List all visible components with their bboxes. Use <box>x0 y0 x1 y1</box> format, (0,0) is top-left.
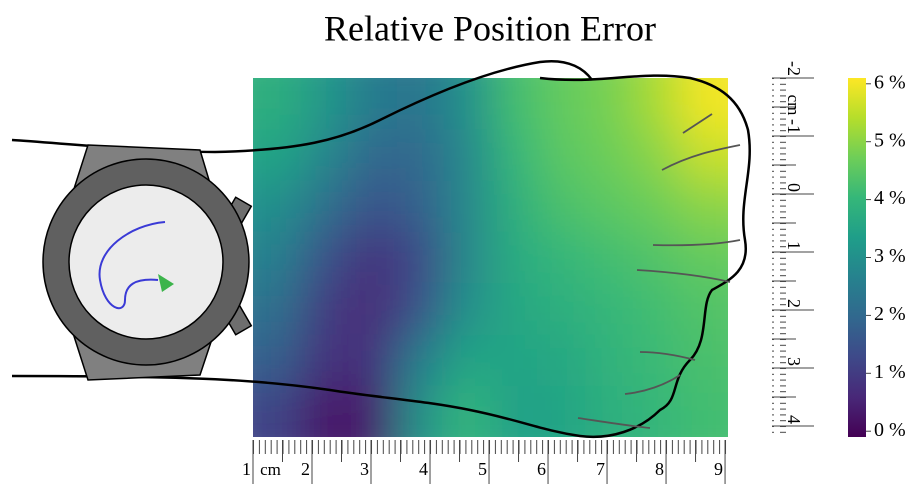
heat-cell <box>491 232 540 284</box>
heat-cell <box>633 38 682 130</box>
heatmap-cells <box>213 38 769 478</box>
colorbar-tick-label: 2 % <box>874 303 906 325</box>
x-axis-unit: cm <box>260 460 281 479</box>
y-tick-label: 1 <box>784 241 804 250</box>
heat-cell <box>213 38 302 130</box>
x-tick-label: 3 <box>360 459 369 479</box>
x-tick-label: 7 <box>596 459 605 479</box>
heat-cell <box>538 181 587 233</box>
x-tick-label: 5 <box>478 459 487 479</box>
y-tick-label: -1 <box>784 119 804 134</box>
heat-cell <box>586 129 635 181</box>
chart: Relative Position Error 1 2 3 4 5 6 7 8 9 cm -2 -1… <box>0 0 922 490</box>
x-tick-label: 9 <box>714 459 723 479</box>
x-tick-label: 8 <box>655 459 664 479</box>
heat-cell <box>396 38 445 130</box>
heat-cell <box>586 334 635 386</box>
heat-cell <box>443 334 492 386</box>
heat-cell <box>491 334 540 386</box>
y-axis-unit: cm <box>784 95 803 116</box>
heat-cell <box>538 38 587 130</box>
heat-cell <box>491 386 540 478</box>
heat-cell <box>633 181 682 233</box>
heat-cell <box>396 129 445 181</box>
x-tick-label: 1 <box>242 459 251 479</box>
x-tick-label: 6 <box>537 459 546 479</box>
y-tick-label: 2 <box>784 299 804 308</box>
heat-cell <box>586 283 635 335</box>
heat-cell <box>301 334 350 386</box>
heat-cell <box>348 129 397 181</box>
heat-cell <box>491 38 540 130</box>
heat-cell <box>443 181 492 233</box>
heat-cell <box>491 283 540 335</box>
heat-cell <box>348 181 397 233</box>
colorbar-scale <box>848 78 866 437</box>
heat-cell <box>538 232 587 284</box>
colorbar-tick-label: 4 % <box>874 187 906 209</box>
x-tick-label: 4 <box>419 459 428 479</box>
heat-cell <box>348 283 397 335</box>
colorbar-tick-label: 1 % <box>874 361 906 383</box>
colorbar-tick-label: 3 % <box>874 245 906 267</box>
y-tick-label: 0 <box>784 183 804 192</box>
y-ruler: -2 -1 0 1 2 3 4 cm <box>772 61 814 437</box>
heat-cell <box>586 181 635 233</box>
heat-cell <box>633 129 682 181</box>
heat-cell <box>681 38 770 130</box>
heat-cell <box>348 334 397 386</box>
colorbar-tick-label: 6 % <box>874 71 906 93</box>
heat-cell <box>538 334 587 386</box>
x-minor-ticks <box>253 440 728 454</box>
heat-cell <box>443 232 492 284</box>
x-tick-label: 2 <box>301 459 310 479</box>
heat-cell <box>301 38 350 130</box>
x-ruler: 1 2 3 4 5 6 7 8 9 cm <box>242 440 755 484</box>
heat-cell <box>396 283 445 335</box>
watch <box>43 145 251 380</box>
heat-cell <box>443 38 492 130</box>
y-tick-label: 3 <box>784 357 804 366</box>
heat-cell <box>491 181 540 233</box>
heat-cell <box>301 129 350 181</box>
heat-cell <box>443 283 492 335</box>
heat-cell <box>348 386 397 478</box>
y-tick-label: 4 <box>784 415 804 424</box>
chart-title: Relative Position Error <box>324 8 656 48</box>
heat-cell <box>213 129 302 181</box>
colorbar: 0 % 1 % 2 % 3 % 4 % 5 % 6 % <box>848 71 906 440</box>
heat-cell <box>396 181 445 233</box>
heat-cell <box>538 283 587 335</box>
heat-cell <box>491 129 540 181</box>
heat-cell <box>301 181 350 233</box>
heatmap <box>213 38 769 478</box>
heat-cell <box>301 283 350 335</box>
heat-cell <box>301 232 350 284</box>
heat-cell <box>348 232 397 284</box>
heat-cell <box>396 334 445 386</box>
heat-cell <box>633 283 682 335</box>
colorbar-tick-label: 0 % <box>874 419 906 441</box>
heat-cell <box>681 181 770 233</box>
heat-cell <box>681 283 770 335</box>
heat-cell <box>633 232 682 284</box>
heat-cell <box>213 386 302 478</box>
heat-cell <box>586 38 635 130</box>
heat-cell <box>538 129 587 181</box>
heat-cell <box>586 232 635 284</box>
heat-cell <box>443 129 492 181</box>
colorbar-tick-label: 5 % <box>874 129 906 151</box>
heat-cell <box>396 232 445 284</box>
y-tick-label: -2 <box>784 61 804 76</box>
